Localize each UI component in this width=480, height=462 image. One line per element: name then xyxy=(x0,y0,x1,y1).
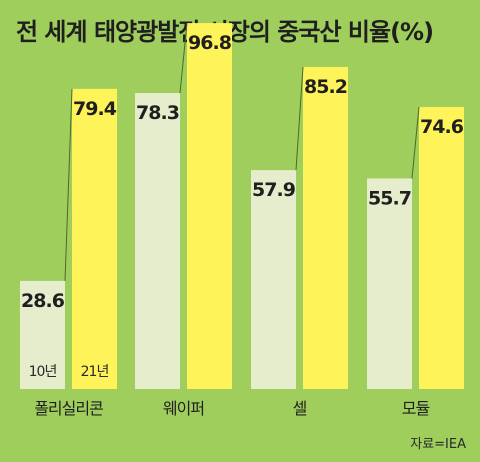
value-label-21-2: 85.2 xyxy=(304,76,347,98)
value-label-10-2: 57.9 xyxy=(252,179,295,201)
series-label-21: 21년 xyxy=(81,364,109,380)
value-label-10-1: 78.3 xyxy=(136,102,179,124)
connector-line-1 xyxy=(179,23,188,94)
bar-10-1 xyxy=(135,93,180,389)
category-label-0: 폴리실리콘 xyxy=(34,399,103,418)
bar-21-0 xyxy=(72,88,117,390)
bar-10-0 xyxy=(20,280,65,389)
value-label-10-0: 28.6 xyxy=(21,290,65,312)
bar-21-1 xyxy=(187,23,232,389)
category-label-3: 모듈 xyxy=(402,399,430,418)
value-label-21-3: 74.6 xyxy=(420,116,464,138)
value-label-21-0: 79.4 xyxy=(73,98,117,120)
connector-line-3 xyxy=(411,106,420,179)
bar-21-3 xyxy=(419,107,464,390)
connector-line-0 xyxy=(64,88,73,281)
value-label-21-1: 96.8 xyxy=(188,32,232,54)
bar-10-2 xyxy=(251,170,296,389)
bar-10-3 xyxy=(367,178,412,389)
category-label-2: 셀 xyxy=(293,399,307,418)
series-label-10: 10년 xyxy=(29,364,57,380)
source-note: 자료=IEA xyxy=(410,437,466,452)
connector-line-2 xyxy=(295,66,304,171)
bar-21-2 xyxy=(303,66,348,389)
category-label-1: 웨이퍼 xyxy=(163,399,204,418)
value-label-10-3: 55.7 xyxy=(368,187,411,209)
